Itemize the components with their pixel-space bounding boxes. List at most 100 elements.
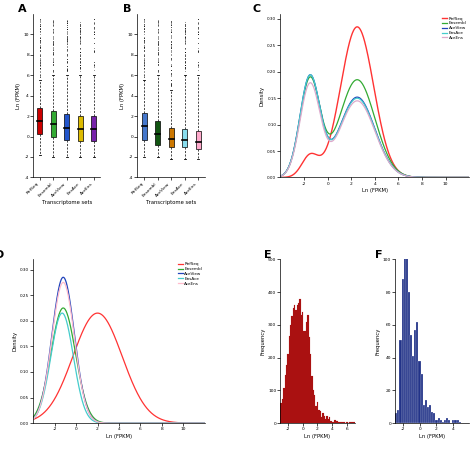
Point (167, 31, 175, 39)
Point (50, 25, 57, 32)
Point (154, 39, 162, 46)
Point (36, 34, 44, 41)
Ensembl (311, 80, 317, 86)
AceView (61, 275, 67, 280)
Point (63, 36, 71, 43)
Point (154, 20, 162, 27)
Point (181, 48, 188, 56)
Point (76, 64, 84, 71)
RefSeq (61, 378, 66, 383)
Point (167, 19, 175, 26)
Point (167, 76, 175, 83)
Point (63, 67, 71, 75)
Point (181, 38, 188, 45)
Point (181, 44, 188, 51)
Bar (291, 316, 292, 423)
Ensembl (145, 420, 151, 426)
Ensembl (389, 161, 395, 166)
Point (36, 38, 44, 45)
Point (181, 63, 188, 70)
Point (76, 25, 84, 33)
Point (76, 41, 84, 48)
Point (194, 61, 202, 68)
Point (76, 38, 84, 46)
Point (154, 58, 162, 66)
Point (50, 30, 57, 37)
Point (76, 61, 84, 69)
Point (194, 62, 202, 69)
Point (181, 26, 188, 33)
Point (181, 21, 188, 29)
Bar (310, 354, 311, 423)
Point (63, 55, 71, 62)
Point (167, 40, 175, 48)
Bar (328, 419, 329, 423)
Bar (51, 111, 56, 136)
AceView (108, 420, 114, 426)
Point (140, 16, 148, 23)
Point (36, 55, 44, 62)
Point (50, 41, 57, 48)
Point (167, 37, 175, 45)
Bar (305, 331, 306, 423)
Point (63, 58, 71, 66)
Point (194, 25, 202, 32)
Point (36, 36, 44, 44)
Point (36, 48, 44, 55)
Point (140, 59, 148, 66)
Bar (429, 405, 431, 423)
Point (50, 54, 57, 61)
Point (63, 40, 71, 48)
X-axis label: Ln (FPKM): Ln (FPKM) (106, 434, 132, 439)
Point (154, 19, 162, 26)
Point (167, 41, 175, 48)
Point (63, 52, 71, 59)
Point (76, 26, 84, 33)
Point (140, 59, 148, 66)
Point (76, 61, 84, 69)
Point (167, 81, 175, 89)
Point (36, 61, 44, 68)
AceEns (132, 420, 137, 426)
Point (140, 36, 148, 44)
Point (181, 54, 188, 61)
Point (63, 35, 71, 42)
EnsAce (132, 420, 137, 426)
Point (36, 18, 44, 25)
Y-axis label: Ln (FPKM): Ln (FPKM) (16, 82, 21, 109)
Bar (395, 413, 397, 423)
Point (90, 61, 98, 68)
Point (154, 16, 162, 24)
Point (194, 28, 202, 35)
Point (50, 26, 57, 33)
Point (154, 28, 162, 35)
Point (36, 27, 44, 34)
Line: AceView: AceView (281, 75, 469, 177)
Point (154, 44, 162, 51)
Point (154, 49, 162, 56)
AceEns (278, 173, 283, 179)
Point (36, 56, 44, 63)
Point (167, 62, 175, 70)
Point (36, 39, 44, 46)
Point (50, 46, 57, 53)
Bar (290, 325, 291, 423)
Point (167, 62, 175, 69)
AceEns (108, 420, 114, 426)
Bar (286, 365, 287, 423)
Text: B: B (123, 4, 131, 14)
Point (154, 45, 162, 52)
Point (36, 38, 44, 46)
Point (63, 66, 71, 73)
Point (194, 66, 202, 74)
Point (181, 48, 188, 56)
Point (140, 23, 148, 30)
Point (181, 61, 188, 69)
Point (154, 22, 162, 29)
Point (154, 38, 162, 46)
Point (167, 39, 175, 46)
Point (76, 57, 84, 64)
Point (50, 18, 57, 25)
Point (140, 38, 148, 45)
Point (63, 67, 71, 74)
